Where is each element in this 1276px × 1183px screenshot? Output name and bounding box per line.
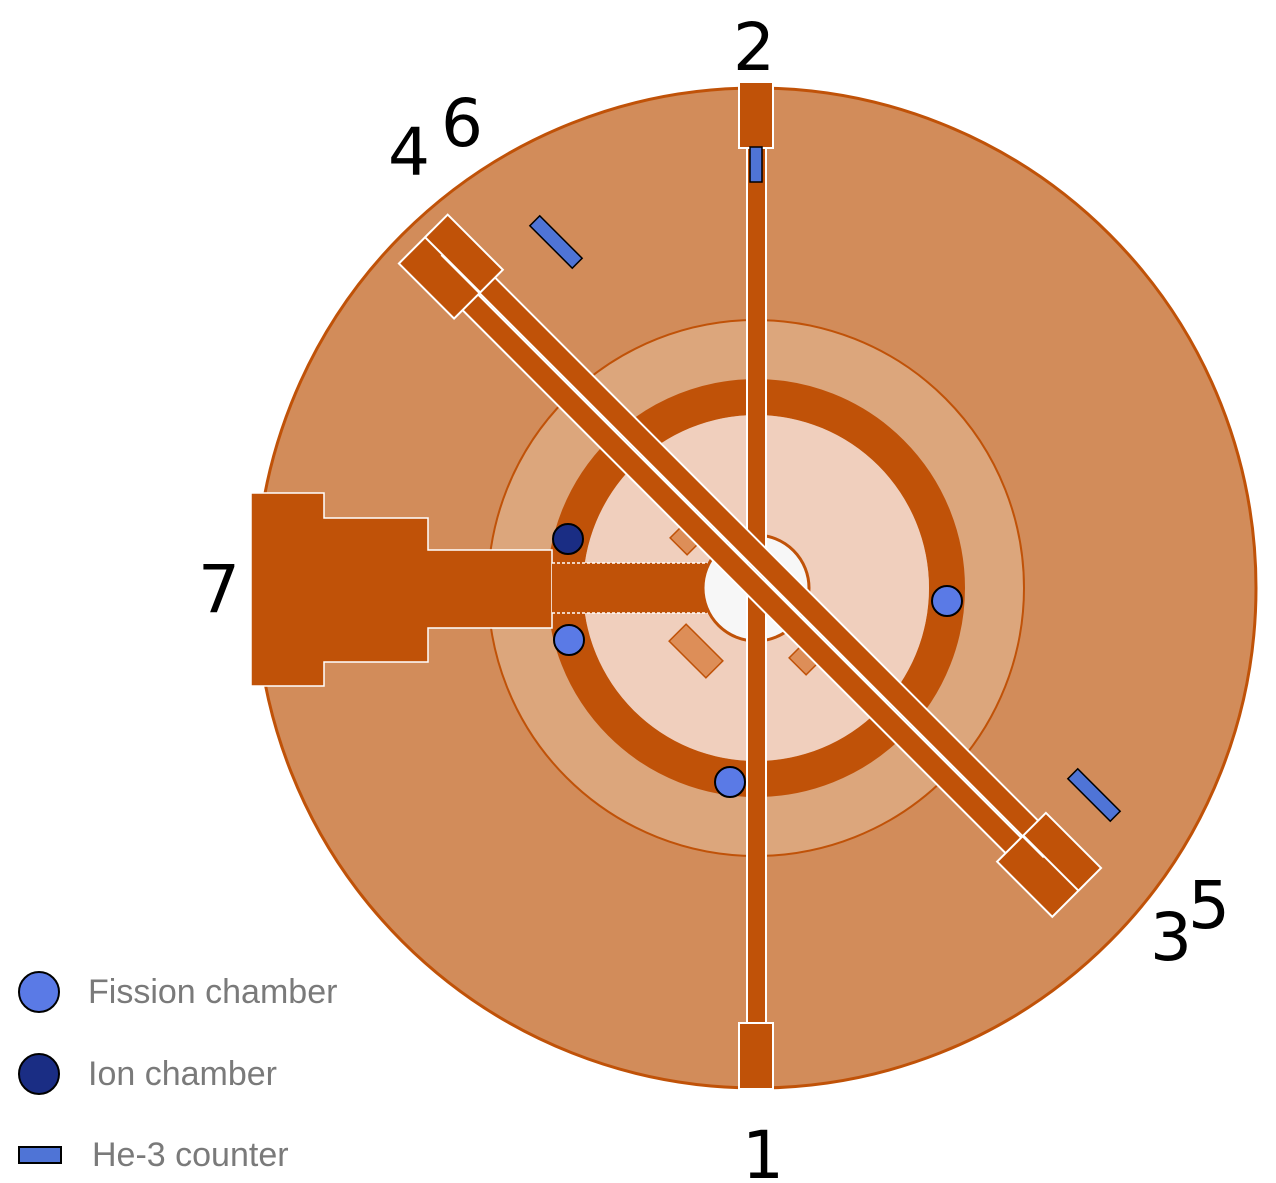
beam-port-7-channel [552,563,708,613]
beam-tube-1-end [738,1022,774,1090]
port-label-2: 2 [733,9,775,86]
port-label-4: 4 [388,114,430,191]
beam-tube-6-5 [423,213,1103,893]
port-label-1: 1 [742,1117,784,1183]
beam-tube-5-end [1021,811,1103,893]
fission-chamber [714,766,746,798]
beam-port-7 [250,492,708,687]
port-label-6: 6 [441,85,483,162]
port-label-3: 3 [1150,899,1192,976]
he3-counter [749,146,763,183]
chambers [552,523,963,798]
ion-chamber [552,523,584,555]
he3-counter [528,214,584,270]
fission-chamber [931,585,963,617]
beam-port-7-shield [250,492,553,687]
beam-tube-2-end [738,81,774,149]
beam-tube-4-3 [397,229,1087,919]
he3-counters [528,146,1122,823]
port-label-5: 5 [1188,867,1230,944]
beam-tube-6-end [423,213,505,294]
fission-chamber [553,624,585,656]
fuel-element [668,623,724,679]
he3-counter [1066,767,1122,823]
port-label-7: 7 [198,551,240,628]
